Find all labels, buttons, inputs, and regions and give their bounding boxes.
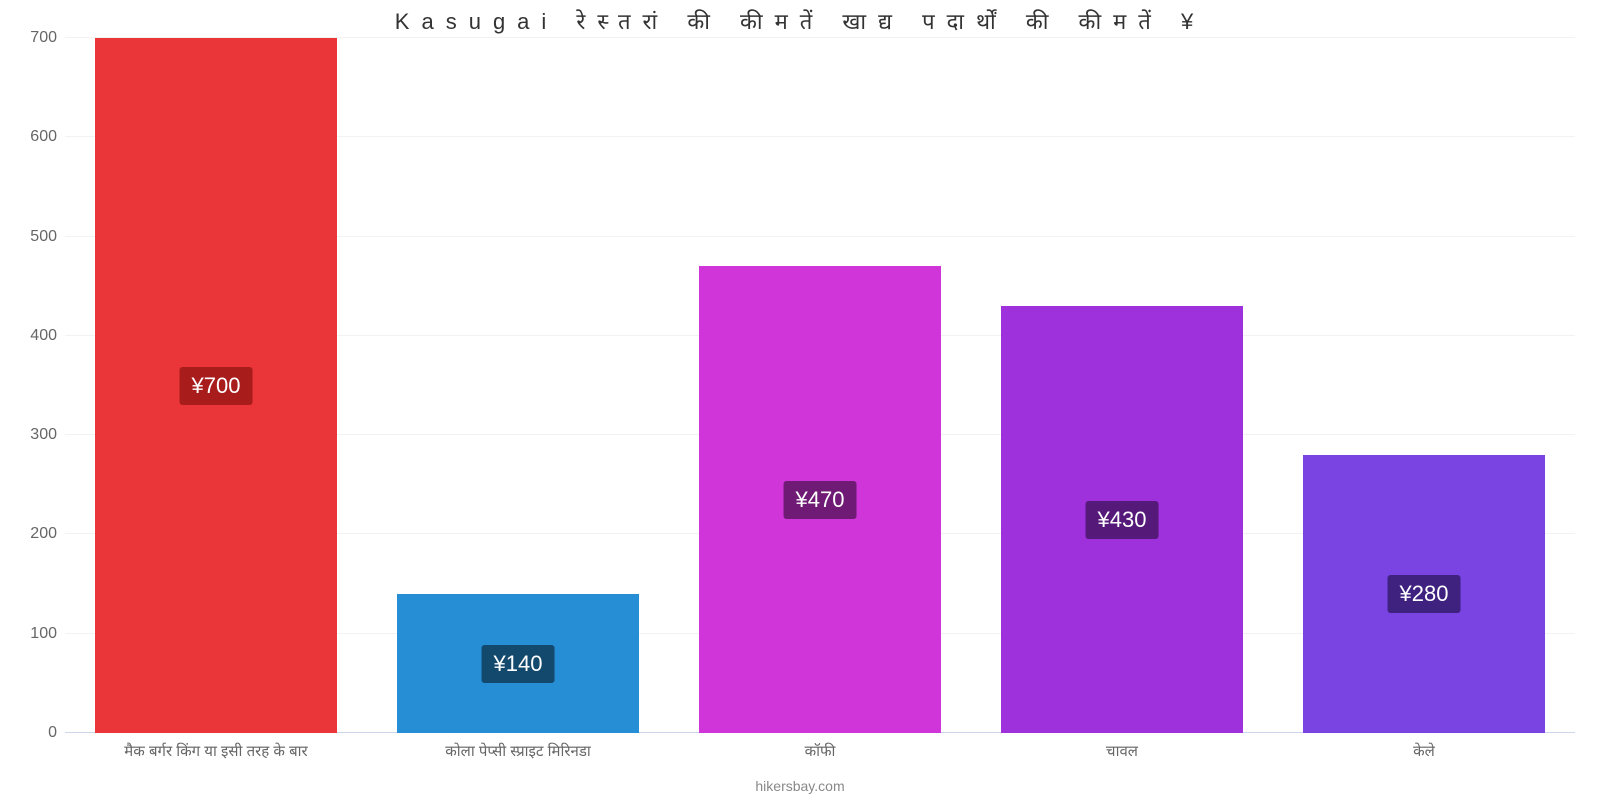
x-tick-label: कॉफी	[805, 741, 836, 761]
bar-slot: ¥430चावल	[971, 38, 1273, 733]
chart-title: Kasugai रेस्तरां की कीमतें खाद्य पदार्थो…	[0, 0, 1600, 36]
y-tick-label: 400	[30, 327, 57, 345]
bar-slot: ¥470कॉफी	[669, 38, 971, 733]
bar-slot: ¥280केले	[1273, 38, 1575, 733]
bar-slot: ¥140कोला पेप्सी स्प्राइट मिरिनडा	[367, 38, 669, 733]
y-tick-label: 200	[30, 525, 57, 543]
x-tick-label: चावल	[1106, 741, 1138, 761]
bar-value-badge: ¥700	[180, 367, 253, 405]
chart-credit: hikersbay.com	[755, 778, 844, 794]
y-tick-label: 500	[30, 228, 57, 246]
x-tick-label: मैक बर्गर किंग या इसी तरह के बार	[124, 741, 307, 761]
bar-value-badge: ¥430	[1086, 501, 1159, 539]
bar-value-badge: ¥470	[784, 481, 857, 519]
bar-slot: ¥700मैक बर्गर किंग या इसी तरह के बार	[65, 38, 367, 733]
y-tick-label: 100	[30, 625, 57, 643]
y-tick-label: 0	[48, 724, 57, 742]
y-tick-label: 700	[30, 29, 57, 47]
y-tick-label: 300	[30, 426, 57, 444]
x-tick-label: कोला पेप्सी स्प्राइट मिरिनडा	[445, 741, 591, 761]
chart-plot-area: 0100200300400500600700¥700मैक बर्गर किंग…	[65, 38, 1575, 733]
y-tick-label: 600	[30, 128, 57, 146]
bar-value-badge: ¥280	[1388, 575, 1461, 613]
bar-value-badge: ¥140	[482, 645, 555, 683]
x-tick-label: केले	[1413, 741, 1435, 761]
